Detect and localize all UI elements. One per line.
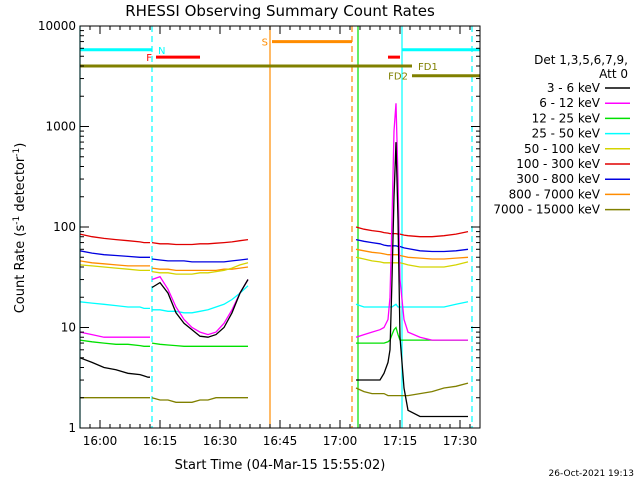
legend-header-line: Det 1,3,5,6,7,9, [534, 53, 628, 67]
series-line [355, 256, 469, 268]
y-tick-label: 10 [61, 321, 76, 335]
flag-label: F [146, 53, 152, 64]
flag-bars: NF S FD1 FD2 [80, 38, 480, 83]
series-line [151, 275, 249, 336]
x-tick-label: 17:00 [323, 434, 358, 448]
series-lines [79, 103, 469, 418]
y-tick-label: 1 [68, 421, 76, 435]
flag-label: FD1 [418, 62, 438, 73]
y-tick-label: 100 [53, 220, 76, 234]
series-line [151, 397, 248, 403]
legend-item-label: 800 - 7000 keV [509, 187, 601, 201]
legend-item-label: 7000 - 15000 keV [493, 203, 600, 217]
legend-header-line: Att 0 [599, 67, 628, 81]
series-line [151, 342, 248, 347]
series-line [356, 142, 468, 418]
series-line [79, 357, 150, 378]
series-line [79, 250, 150, 258]
x-tick-label: 16:45 [263, 434, 298, 448]
x-tick-label: 17:15 [383, 434, 418, 448]
series-line [151, 279, 249, 338]
y-axis-label-part: detector [13, 156, 28, 216]
series-line [355, 301, 469, 308]
plot-area [80, 26, 480, 428]
series-line [79, 264, 150, 272]
series-line [355, 226, 469, 238]
y-axis-label-part: Count Rate (s [13, 225, 28, 314]
y-axis-label-part: ) [13, 143, 28, 148]
legend-item-label: 3 - 6 keV [547, 81, 601, 95]
axes: 1 10 100 1000 10000 16:00 16:15 16:30 16:45 17:00… [38, 19, 481, 448]
series-line [355, 382, 469, 397]
series-line [79, 331, 150, 338]
y-tick-label: 10000 [38, 19, 76, 33]
x-axis-label: Start Time (04-Mar-15 15:55:02) [175, 458, 386, 473]
flag-label: FD2 [388, 72, 408, 83]
series-line [355, 103, 468, 341]
series-line [151, 238, 249, 246]
x-tick-label: 17:30 [443, 434, 478, 448]
x-tick-label: 16:00 [83, 434, 118, 448]
series-line [79, 301, 150, 310]
series-line [355, 248, 469, 260]
legend-item-label: 12 - 25 keV [532, 111, 601, 125]
y-axis-label-sup: -1 [12, 216, 22, 225]
series-line [355, 238, 469, 253]
flag-label: N [158, 46, 165, 57]
series-line [79, 233, 150, 244]
flag-label: S [262, 38, 268, 49]
legend-item-label: 25 - 50 keV [532, 127, 601, 141]
series-line [151, 262, 249, 275]
series-line [151, 258, 249, 263]
series-line [79, 260, 150, 267]
legend-item-label: 100 - 300 keV [516, 157, 600, 171]
series-line [151, 266, 249, 272]
x-tick-label: 16:30 [203, 434, 238, 448]
chart-title: RHESSI Observing Summary Count Rates [125, 2, 435, 20]
legend-item-label: 50 - 100 keV [524, 142, 601, 156]
plot-background [80, 26, 480, 428]
x-tick-label: 16:15 [143, 434, 178, 448]
y-tick-label: 1000 [45, 120, 76, 134]
series-line [79, 339, 150, 347]
y-axis-label: Count Rate (s-1 detector-1) [12, 143, 28, 314]
legend-item-label: 6 - 12 keV [539, 96, 601, 110]
series-line [152, 285, 249, 314]
timestamp: 26-Oct-2021 19:13 [549, 469, 634, 479]
y-axis-label-sup: -1 [12, 148, 22, 157]
legend-item-label: 300 - 800 keV [516, 172, 600, 186]
